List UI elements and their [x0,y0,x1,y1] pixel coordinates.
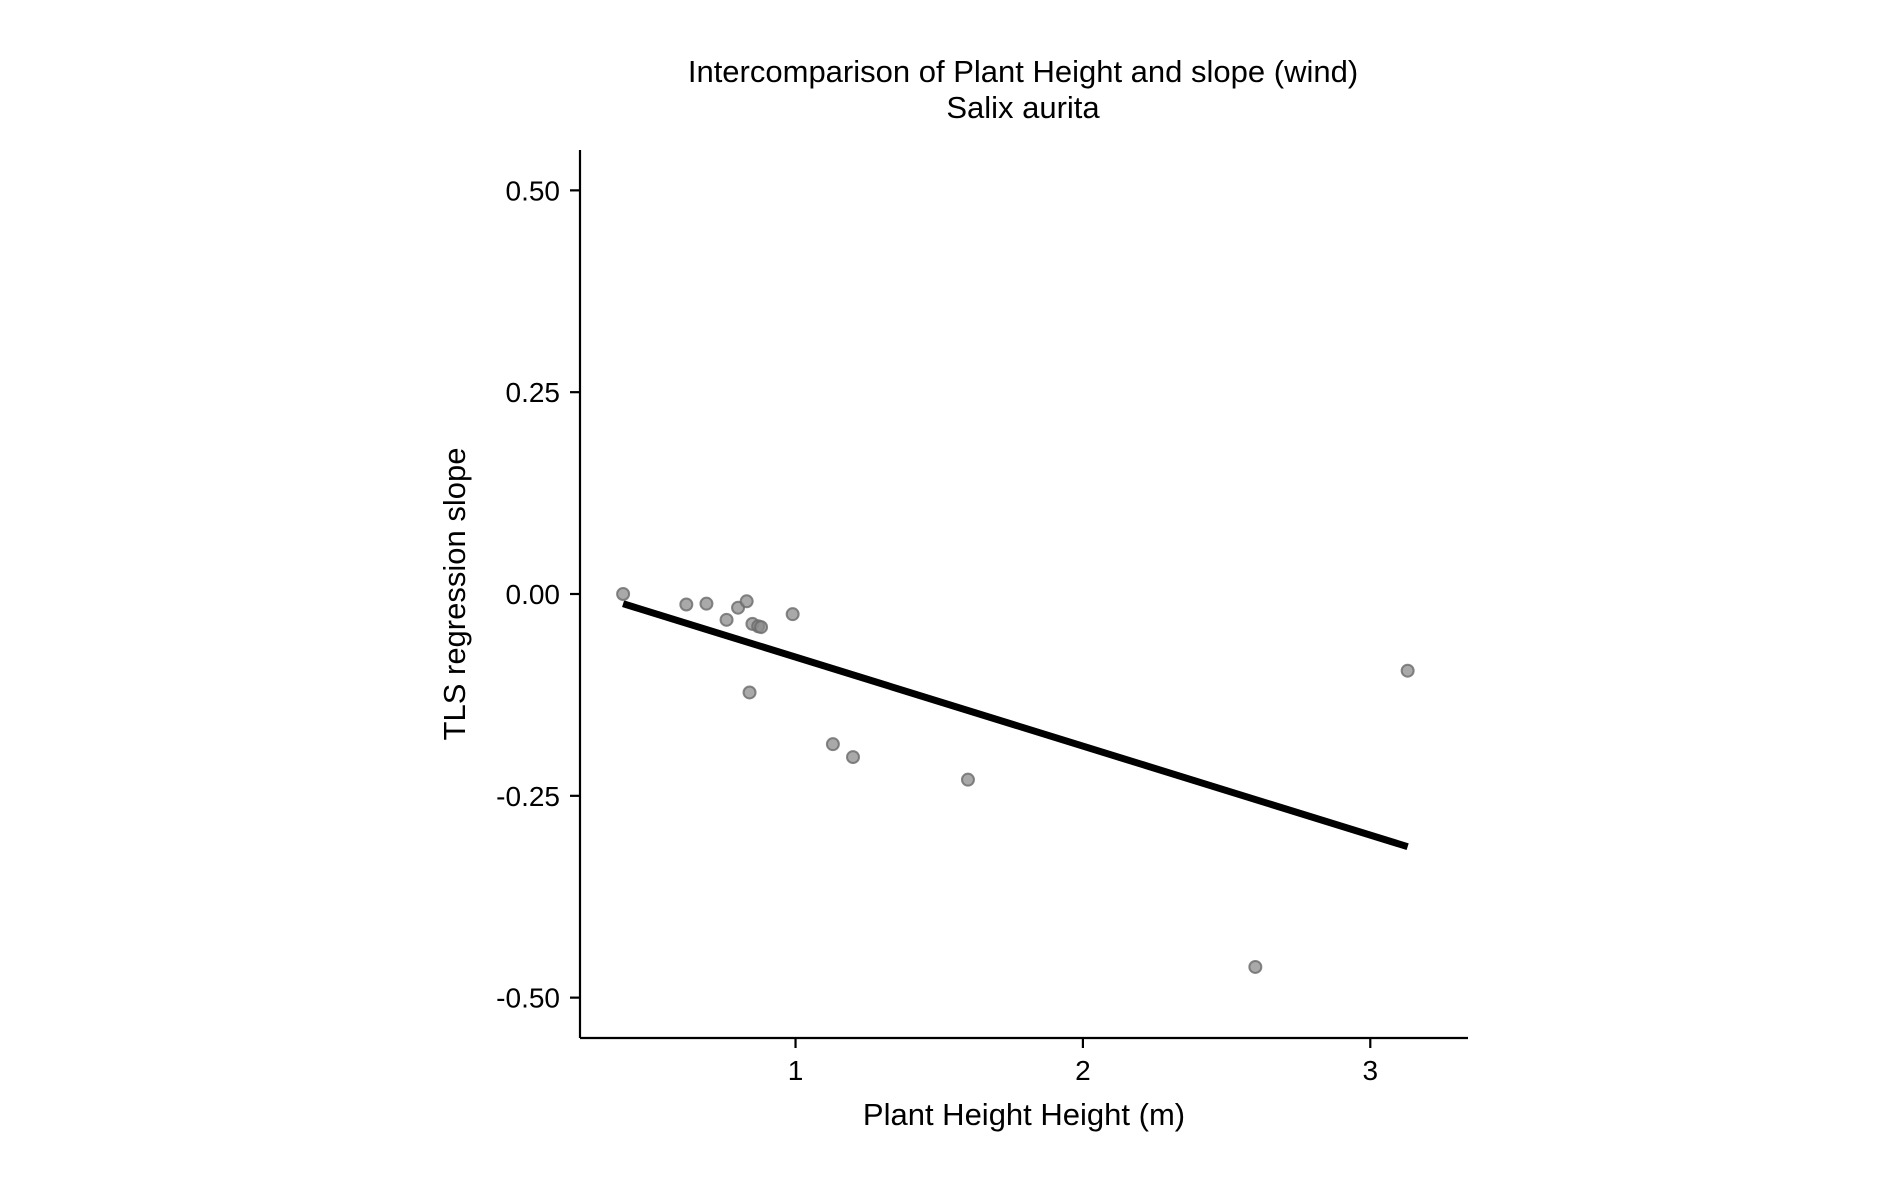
data-point [719,612,734,627]
chart-title: Intercomparison of Plant Height and slop… [688,54,1358,89]
y-ticks: 0.50 0.25 0.00 -0.25 -0.50 [496,175,580,1014]
data-point [754,620,769,635]
x-tick-label: 1 [788,1055,804,1086]
y-tick-label: 0.50 [506,175,561,206]
y-axis-label: TLS regression slope [437,448,472,741]
data-point [699,596,714,611]
data-point [739,594,754,609]
data-point [679,597,694,612]
y-tick-label: -0.50 [496,983,560,1014]
data-point [785,607,800,622]
y-tick-label: 0.00 [506,579,561,610]
y-tick-label: -0.25 [496,781,560,812]
data-point [616,587,631,601]
x-tick-label: 3 [1363,1055,1379,1086]
regression-line [622,600,1409,851]
y-tick-label: 0.25 [506,377,561,408]
x-tick-label: 2 [1075,1055,1091,1086]
data-point [1400,663,1415,678]
chart-subtitle: Salix aurita [946,90,1100,125]
fit-line-layer [622,600,1409,851]
x-axis-label: Plant Height Height (m) [863,1097,1185,1132]
data-point [742,685,757,700]
x-ticks: 1 2 3 [788,1038,1378,1086]
data-points [616,587,1415,974]
data-point [1248,959,1263,974]
data-point [825,737,840,752]
data-point [846,750,861,765]
data-point [960,772,975,787]
